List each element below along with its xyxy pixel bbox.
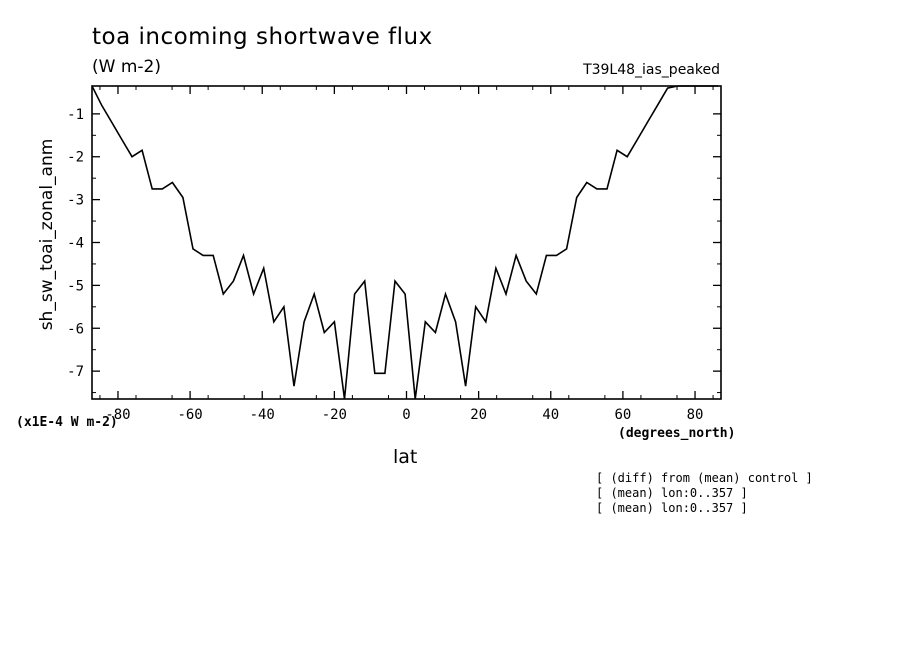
y-tick-label: -3 [67,193,84,209]
y-tick-label: -5 [67,278,84,294]
y-tick-label: -7 [67,364,84,380]
y-axis-label: sh_sw_toai_zonal_anm [37,139,57,331]
x-tick-label: 40 [542,407,559,423]
x-tick-label: 80 [687,407,704,423]
y-tick-label: -6 [67,321,84,337]
x-axis-label: lat [393,446,418,468]
note-line: [ (diff) from (mean) control ] [596,471,813,485]
x-tick-label: -20 [322,407,347,423]
note-line: [ (mean) lon:0..357 ] [596,501,748,515]
y-units-note: (x1E-4 W m-2) [16,415,118,430]
x-tick-label: -80 [105,407,130,423]
y-tick-label: -4 [67,236,84,252]
x-tick-label: 0 [402,407,410,423]
x-tick-label: 20 [470,407,487,423]
x-tick-label: -40 [250,407,275,423]
y-axis: -7 -6 -5 -4 -3 -2 -1 [67,107,721,394]
chart-units: (W m-2) [92,57,161,77]
series-line [91,85,719,400]
run-label: T39L48_ias_peaked [583,62,720,78]
notes-block: [ (diff) from (mean) control ] [ (mean) … [596,471,813,516]
plot-frame [91,85,722,400]
x-axis: -80 -60 -40 -20 0 20 40 60 80 [99,86,714,423]
note-line: [ (mean) lon:0..357 ] [596,486,748,500]
y-tick-label: -2 [67,150,84,166]
x-units-note: (degrees_north) [618,426,736,441]
chart-title: toa incoming shortwave flux [92,24,433,50]
x-tick-label: -60 [177,407,202,423]
x-tick-label: 60 [614,407,631,423]
y-tick-label: -1 [67,107,84,123]
